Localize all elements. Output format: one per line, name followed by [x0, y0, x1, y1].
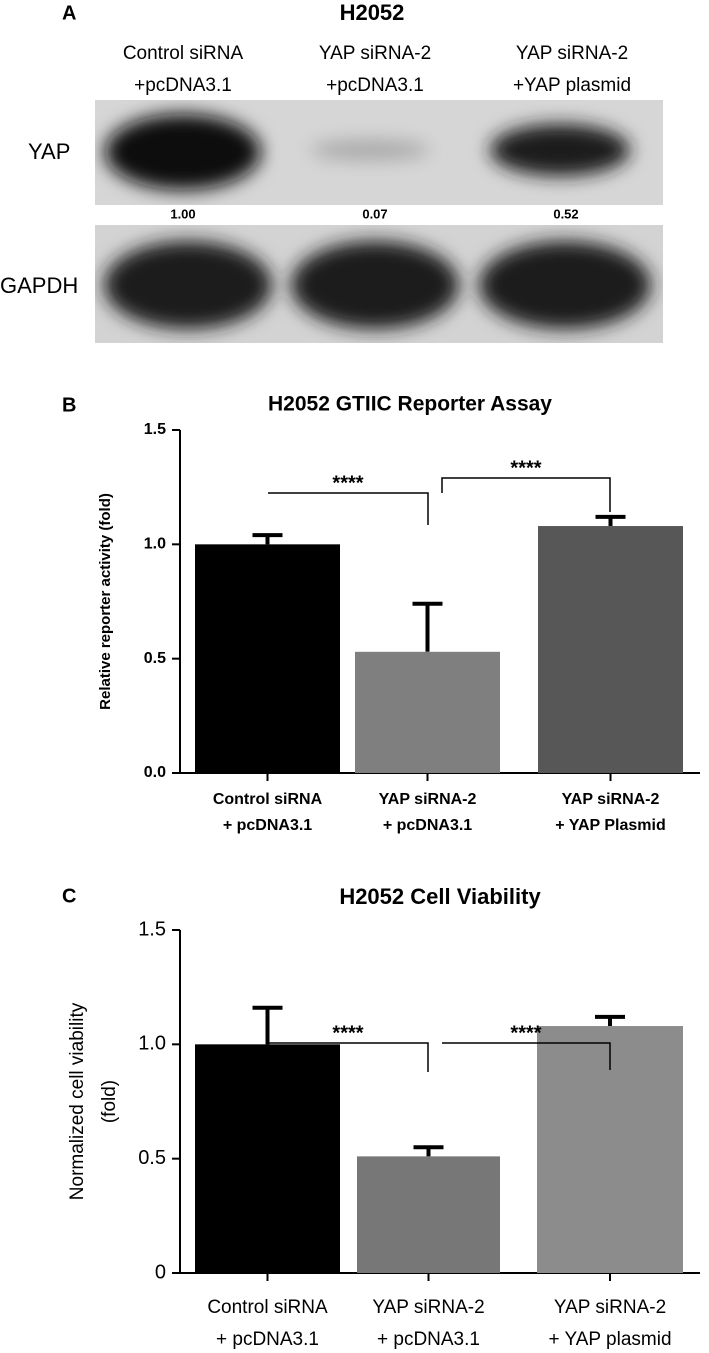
significance-bracket [442, 1042, 611, 1070]
error-bar [252, 1005, 283, 1045]
y-tick-label: 0.5 [138, 1147, 166, 1169]
y-tick-label: 1.0 [144, 536, 166, 553]
quantification: 0.52 [553, 206, 578, 221]
y-tick-label: 0.5 [144, 650, 166, 667]
x-tick-label: YAP siRNA-2 [372, 1297, 484, 1318]
x-tick-label: + pcDNA3.1 [223, 817, 312, 834]
blot-bands [104, 241, 651, 329]
significance-label: **** [332, 472, 363, 494]
band [310, 140, 430, 160]
band [291, 241, 459, 329]
band [105, 114, 261, 190]
lane-label: +YAP plasmid [513, 75, 631, 96]
y-tick-label: 0 [155, 1261, 166, 1283]
panel-a: A H2052 Control siRNA +pcDNA3.1 YAP siRN… [0, 0, 663, 343]
blot-bands [105, 114, 630, 190]
significance-label: **** [332, 1022, 363, 1044]
y-axis-label: Relative reporter activity (fold) [97, 493, 114, 710]
band [490, 124, 630, 176]
blot-label: GAPDH [0, 273, 78, 298]
error-bar [252, 533, 283, 545]
error-bar [412, 601, 443, 652]
significance-label: **** [510, 457, 541, 479]
error-bar [413, 1145, 444, 1157]
significance-bracket [268, 492, 429, 525]
significance-label: **** [510, 1022, 541, 1044]
chart-title: H2052 GTIIC Reporter Assay [268, 393, 552, 416]
y-axis-label: (fold) [99, 1080, 120, 1123]
error-bar [595, 1014, 625, 1027]
lane-label: +pcDNA3.1 [326, 75, 424, 96]
panel-label: C [62, 885, 76, 907]
bar [538, 526, 683, 773]
chart-title: H2052 Cell Viability [339, 884, 541, 909]
x-tick-label: Control siRNA [207, 1297, 328, 1318]
y-tick-label: 1.5 [138, 918, 166, 940]
y-tick-label: 1.5 [144, 421, 166, 438]
x-tick-label: YAP siRNA-2 [562, 791, 660, 808]
x-tick-label: + pcDNA3.1 [377, 1329, 480, 1350]
bar [195, 1044, 340, 1273]
y-tick-label: 0.0 [144, 764, 166, 781]
bar [357, 1156, 500, 1273]
quantification: 0.07 [362, 206, 387, 221]
y-axis-label: Normalized cell viability [67, 1002, 88, 1200]
x-tick-label: YAP siRNA-2 [379, 791, 477, 808]
panel-label: B [62, 394, 76, 416]
x-tick-label: + pcDNA3.1 [216, 1329, 319, 1350]
quantification: 1.00 [170, 206, 195, 221]
error-bar [595, 514, 626, 527]
lane-label: YAP siRNA-2 [516, 43, 628, 64]
significance-bracket [267, 1042, 429, 1072]
lane-label: +pcDNA3.1 [134, 75, 232, 96]
y-tick-label: 1.0 [138, 1033, 166, 1055]
x-tick-label: YAP siRNA-2 [554, 1297, 666, 1318]
blot-label: YAP [28, 139, 70, 164]
lane-label: YAP siRNA-2 [319, 43, 431, 64]
panel-label: A [62, 2, 76, 24]
x-tick-label: Control siRNA [213, 791, 323, 808]
significance-bracket [441, 477, 611, 512]
lane-label: Control siRNA [123, 43, 244, 64]
band [104, 241, 272, 329]
x-tick-label: + YAP plasmid [548, 1329, 671, 1350]
x-tick-label: + pcDNA3.1 [383, 817, 472, 834]
band [479, 241, 651, 329]
bar [355, 651, 500, 773]
panel-title: H2052 [340, 0, 405, 25]
x-tick-label: + YAP Plasmid [555, 817, 665, 834]
bar [195, 544, 340, 773]
